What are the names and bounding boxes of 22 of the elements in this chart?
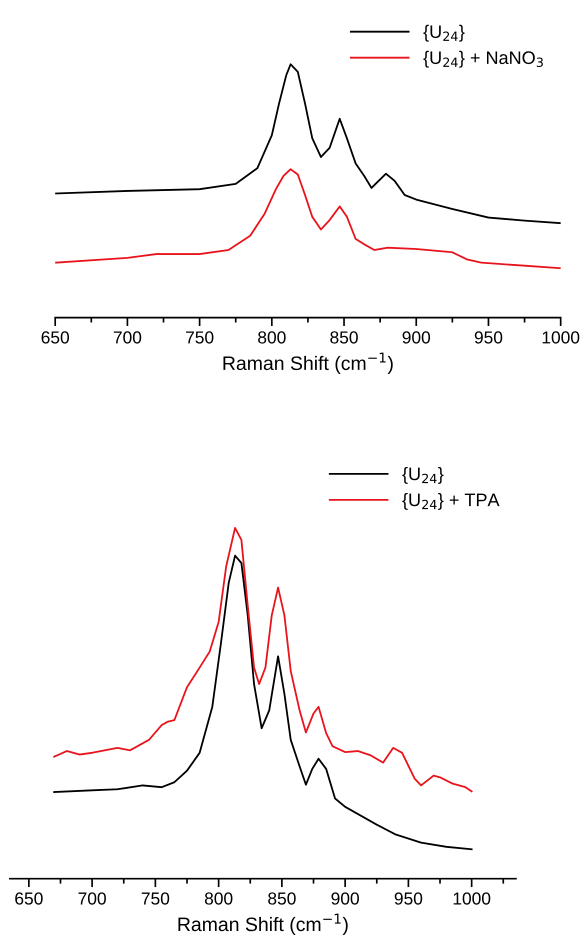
x-tick-label: 650: [42, 331, 69, 344]
legend-label: {U$_{24}$}: [423, 24, 465, 42]
legend-label: {U$_{24}$} + NaNO$_{3}$: [423, 50, 543, 68]
x-tick-label: 750: [186, 331, 214, 344]
x-tick-label: 800: [204, 892, 232, 905]
x-tick-label: 1000: [542, 331, 580, 344]
x-tick-label: 850: [330, 331, 358, 344]
x-axis-title: Raman Shift (cm$^{−1}$): [223, 352, 393, 374]
x-tick-label: 750: [142, 892, 170, 905]
legend-label: {U$_{24}$} + TPA: [402, 493, 500, 510]
x-tick-label: 700: [78, 892, 106, 905]
x-tick-label: 650: [15, 892, 43, 905]
x-tick-label: 900: [331, 892, 359, 905]
legend-label: {U$_{24}$}: [402, 467, 444, 484]
x-tick-label: 800: [258, 331, 286, 344]
x-tick-label: 950: [474, 331, 502, 344]
x-tick-label: 950: [394, 892, 422, 905]
x-tick-label: 900: [402, 331, 430, 344]
x-tick-label: 1000: [454, 892, 490, 905]
x-axis-title: Raman Shift (cm$^{−1}$): [178, 914, 348, 936]
x-tick-label: 850: [268, 892, 296, 905]
x-tick-label: 700: [114, 331, 142, 344]
